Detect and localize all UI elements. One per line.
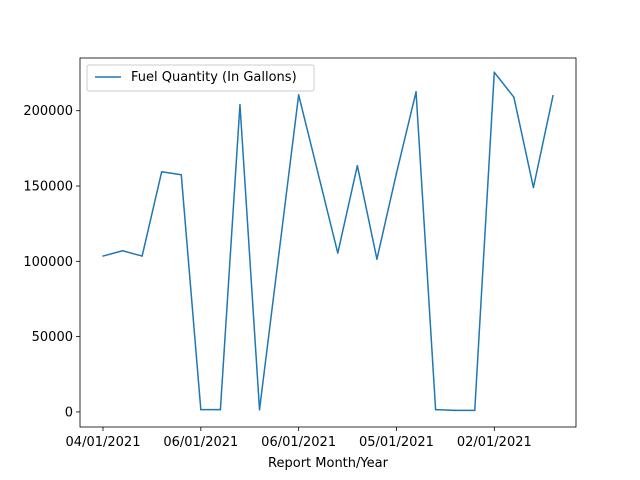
series-line-fuel-quantity: [102, 71, 554, 412]
data-point: [180, 173, 183, 176]
data-point: [121, 250, 124, 252]
y-tick-label: 100000: [23, 255, 73, 270]
y-axis-ticks: 0 50000 100000 150000 200000: [23, 104, 80, 420]
y-tick-label: 150000: [23, 180, 73, 195]
y-tick-label: 0: [65, 405, 73, 420]
data-point: [356, 164, 359, 167]
legend-box: [86, 64, 315, 92]
data-point: [219, 408, 222, 411]
data-point: [434, 408, 437, 411]
data-point: [454, 409, 456, 412]
legend-label: Fuel Quantity (In Gallons): [131, 70, 297, 85]
data-point: [376, 258, 378, 260]
x-axis-label: Report Month/Year: [268, 456, 389, 471]
x-tick-label: 02/01/2021: [457, 435, 532, 450]
data-point: [493, 71, 496, 74]
data-point: [532, 186, 535, 189]
data-point: [278, 251, 280, 254]
data-point: [473, 409, 476, 412]
series-layer: [102, 71, 554, 412]
data-point: [258, 408, 261, 411]
x-tick-label: 06/01/2021: [261, 435, 336, 450]
data-point: [200, 408, 202, 411]
data-point: [239, 103, 241, 106]
data-point: [337, 252, 339, 254]
data-point: [415, 91, 417, 93]
data-point: [102, 255, 104, 257]
data-point: [160, 170, 163, 173]
legend: Fuel Quantity (In Gallons): [86, 64, 315, 92]
x-tick-label: 04/01/2021: [66, 435, 141, 450]
plot-frame: [79, 57, 577, 428]
plot-area: [80, 58, 576, 427]
data-point: [317, 173, 319, 175]
x-tick-label: 06/01/2021: [163, 435, 238, 450]
x-tick-label: 05/01/2021: [359, 435, 434, 450]
data-point: [297, 94, 300, 96]
y-tick-label: 50000: [32, 330, 73, 345]
x-axis-ticks: 04/01/2021 06/01/2021 06/01/2021 05/01/2021…: [66, 427, 532, 450]
data-point: [552, 94, 554, 97]
y-tick-label: 200000: [23, 104, 73, 119]
data-point: [513, 96, 515, 98]
data-point: [395, 172, 398, 174]
data-point: [141, 255, 143, 257]
